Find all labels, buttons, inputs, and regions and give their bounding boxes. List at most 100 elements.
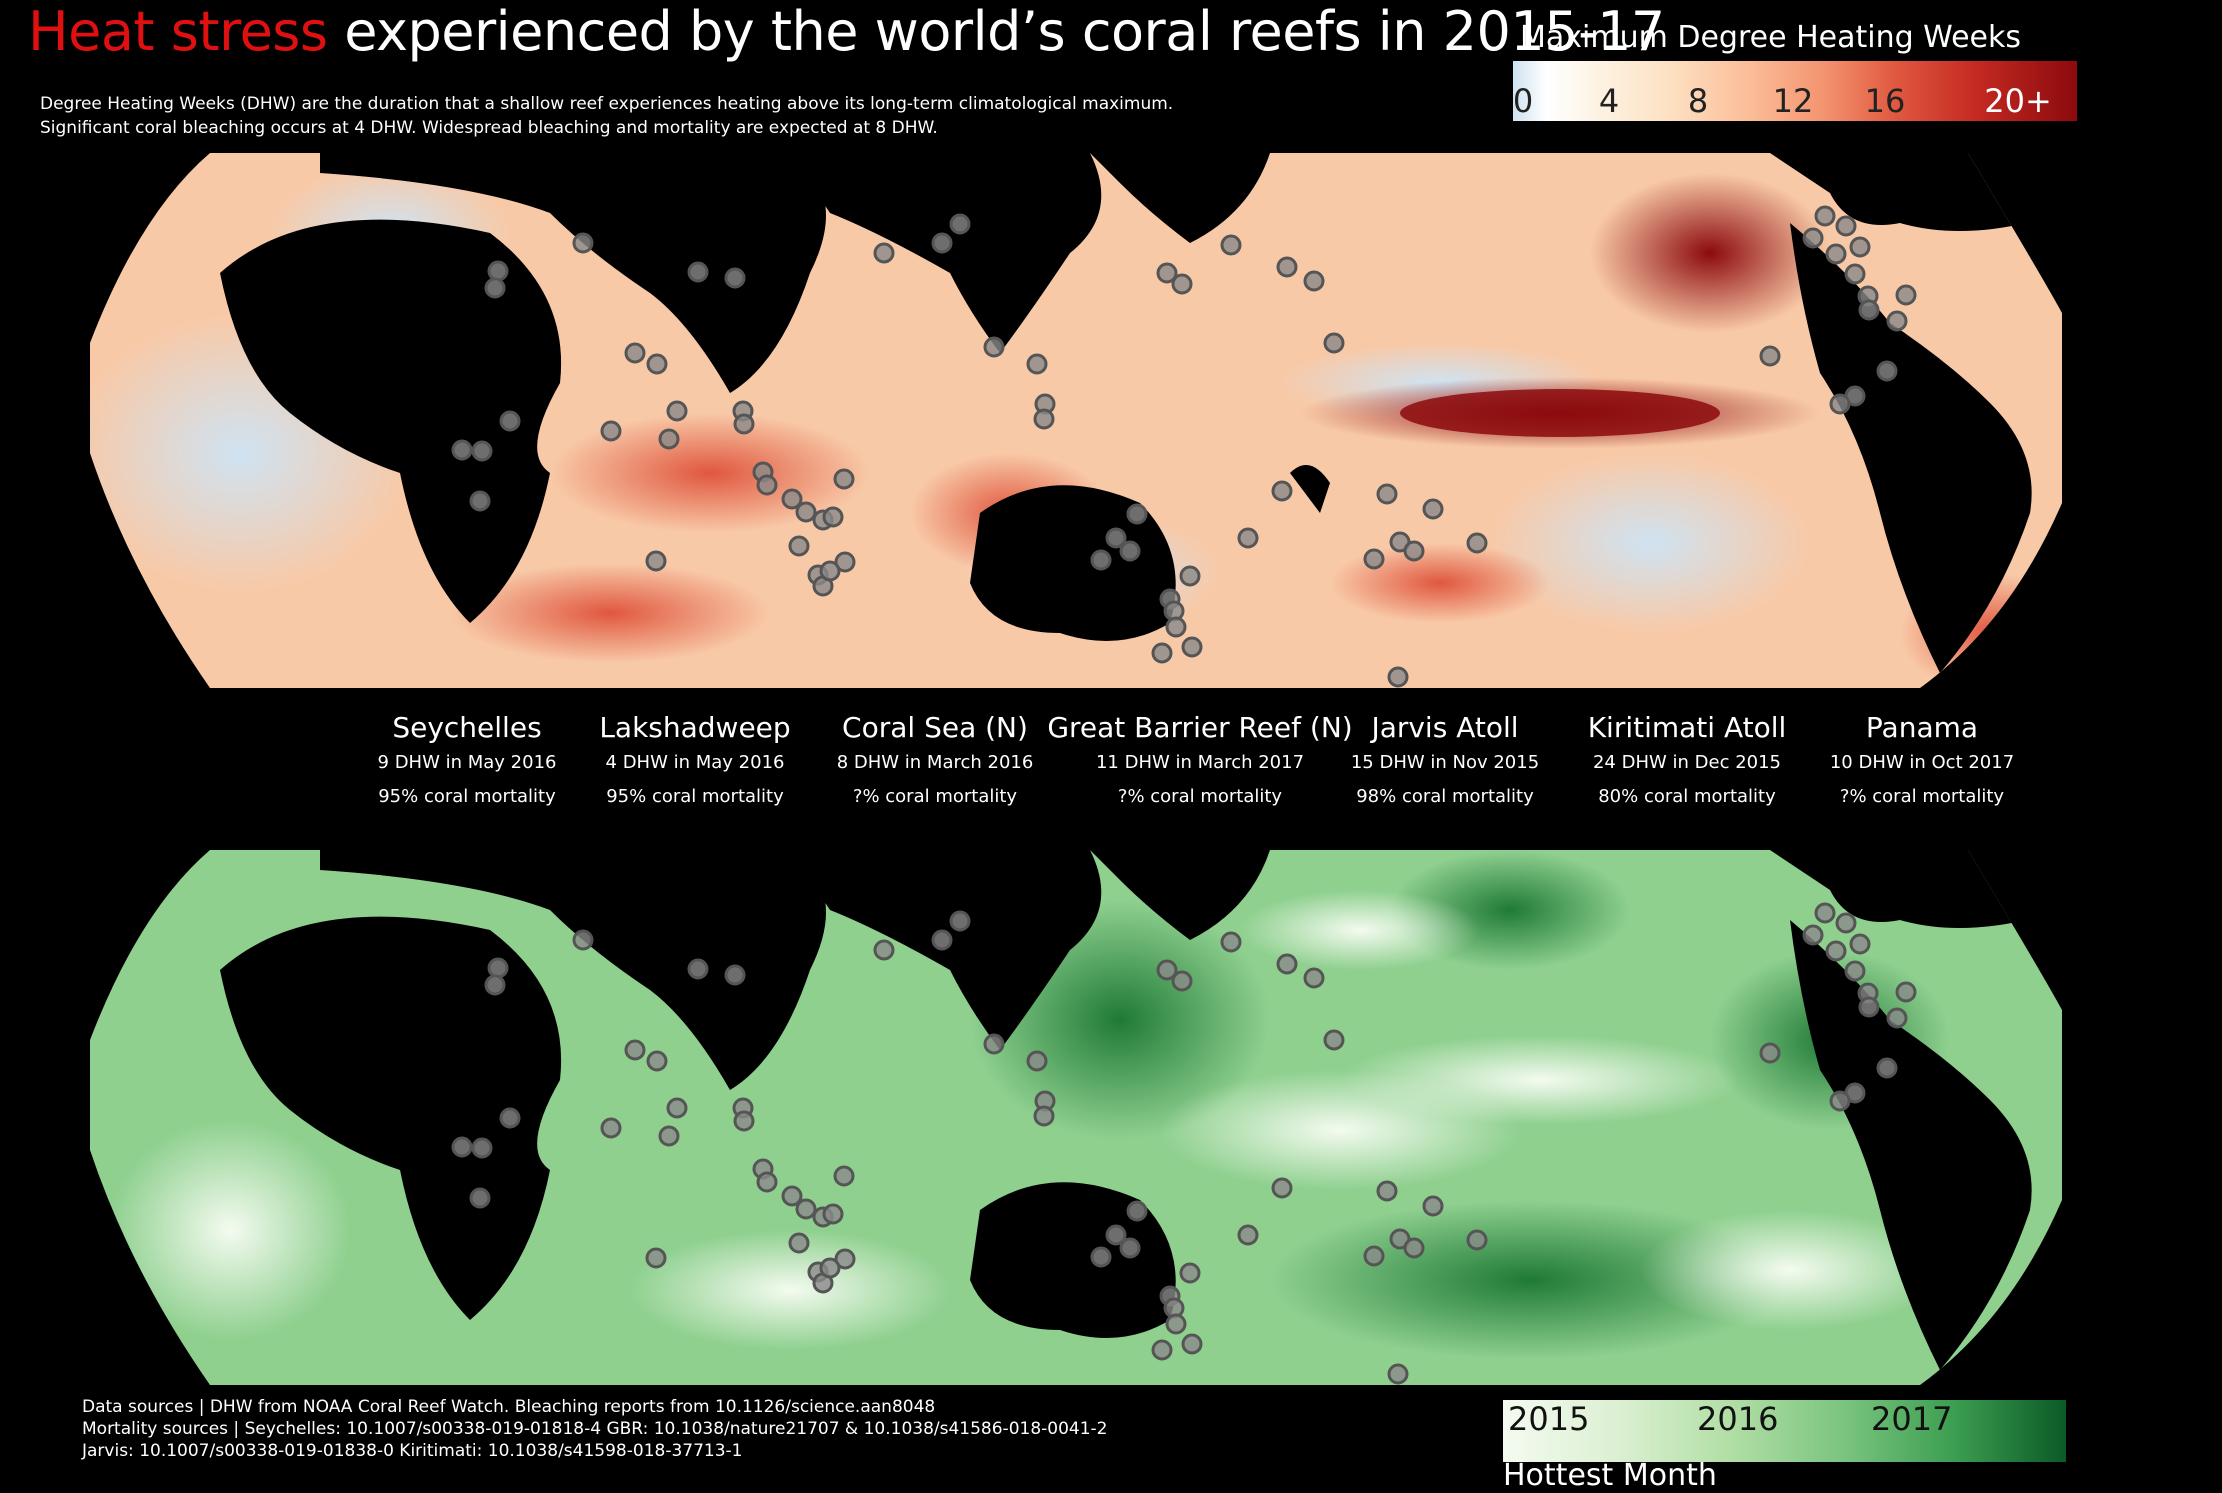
reef-site-marker <box>1165 616 1187 638</box>
reef-site-marker <box>1363 548 1385 570</box>
reef-markers-heat <box>451 205 1917 688</box>
footer-data-sources: Data sources | DHW from NOAA Coral Reef … <box>82 1397 936 1417</box>
reef-site-marker <box>1886 310 1908 332</box>
site-name: Jarvis Atoll <box>1371 711 1519 744</box>
reef-site-marker <box>1814 902 1836 924</box>
site-dhw: 10 DHW in Oct 2017 <box>1829 752 2015 773</box>
hottest-month-ocean <box>90 850 2062 1385</box>
reef-site-marker <box>1814 205 1836 227</box>
reef-site-marker <box>1220 931 1242 953</box>
reef-site-marker <box>1466 1229 1488 1251</box>
reef-site-marker <box>1271 480 1293 502</box>
reef-site-marker <box>658 428 680 450</box>
reef-site-marker <box>1759 1042 1781 1064</box>
reef-site-marker <box>833 468 855 490</box>
site-jarvis-atoll: Jarvis Atoll 15 DHW in Nov 2015 98% cora… <box>1351 710 1539 814</box>
reef-site-marker <box>1849 236 1871 258</box>
site-mortality: 95% coral mortality <box>606 786 784 807</box>
reef-site-marker <box>1387 1363 1409 1385</box>
dhw-color-bar <box>1513 61 2077 121</box>
reef-site-marker <box>983 1033 1005 1055</box>
hottest-month-map <box>90 850 2062 1385</box>
reef-site-marker <box>1323 332 1345 354</box>
footer-sources: Data sources | DHW from NOAA Coral Reef … <box>82 1396 1108 1462</box>
reef-site-marker <box>1151 1339 1173 1361</box>
reef-site-marker <box>1849 933 1871 955</box>
reef-site-marker <box>1895 981 1917 1003</box>
reef-site-marker <box>1119 540 1141 562</box>
reef-site-marker <box>1829 393 1851 415</box>
site-mortality: ?% coral mortality <box>1117 786 1283 807</box>
reef-site-marker <box>1825 940 1847 962</box>
reef-site-marker <box>469 1187 491 1209</box>
reef-site-marker <box>1171 273 1193 295</box>
dhw-tick-0: 0 <box>1512 82 1534 120</box>
page-title: Heat stress experienced by the world’s c… <box>28 0 1665 63</box>
site-name: Kiritimati Atoll <box>1587 711 1787 744</box>
reef-site-marker <box>1026 1050 1048 1072</box>
site-mortality: 98% coral mortality <box>1356 786 1534 807</box>
reef-site-marker <box>471 440 493 462</box>
reef-site-marker <box>788 535 810 557</box>
month-color-bar <box>1503 1400 2066 1462</box>
reef-site-marker <box>1126 503 1148 525</box>
reef-site-marker <box>666 400 688 422</box>
reef-site-marker <box>756 474 778 496</box>
reef-site-marker <box>1802 924 1824 946</box>
site-name: Great Barrier Reef (N) <box>1047 711 1353 744</box>
reef-site-marker <box>487 260 509 282</box>
reef-site-marker <box>1363 1245 1385 1267</box>
reef-site-marker <box>646 353 668 375</box>
reef-site-marker <box>822 506 844 528</box>
reef-site-marker <box>1276 953 1298 975</box>
reef-site-marker <box>949 910 971 932</box>
reef-site-marker <box>819 560 841 582</box>
site-mortality: 95% coral mortality <box>378 786 556 807</box>
reef-site-marker <box>1844 960 1866 982</box>
dhw-tick-16: 16 <box>1864 82 1906 120</box>
site-dhw: 11 DHW in March 2017 <box>1095 752 1305 773</box>
reef-site-marker <box>1303 270 1325 292</box>
site-dhw: 4 DHW in May 2016 <box>605 752 785 773</box>
reef-site-marker <box>484 974 506 996</box>
reef-site-marker <box>949 213 971 235</box>
reef-site-marker <box>1237 527 1259 549</box>
reef-site-marker <box>1403 1237 1425 1259</box>
reef-site-marker <box>1119 1237 1141 1259</box>
heat-stress-ocean <box>90 153 2062 688</box>
reef-site-marker <box>756 1171 778 1193</box>
reef-site-marker <box>819 1257 841 1279</box>
reef-site-marker <box>1181 1333 1203 1355</box>
reef-site-marker <box>624 342 646 364</box>
reef-site-marker <box>1165 1313 1187 1335</box>
reef-site-marker <box>1156 262 1178 284</box>
reef-site-marker <box>733 413 755 435</box>
reef-site-marker <box>1303 967 1325 989</box>
reef-site-marker <box>1033 1105 1055 1127</box>
reef-site-marker <box>487 957 509 979</box>
reef-site-marker <box>788 1232 810 1254</box>
reef-site-marker <box>1105 527 1127 549</box>
reef-site-marker <box>658 1125 680 1147</box>
reef-site-marker <box>469 490 491 512</box>
reef-site-marker <box>451 439 473 461</box>
reef-site-marker <box>600 420 622 442</box>
dhw-tick-4: 4 <box>1598 82 1620 120</box>
reef-site-marker <box>833 1165 855 1187</box>
reef-site-marker <box>687 958 709 980</box>
reef-site-marker <box>1220 234 1242 256</box>
reef-site-marker <box>1835 215 1857 237</box>
dhw-tick-8: 8 <box>1687 82 1709 120</box>
reef-site-marker <box>795 501 817 523</box>
reef-site-marker <box>724 964 746 986</box>
reef-site-marker <box>983 336 1005 358</box>
reef-site-marker <box>1271 1177 1293 1199</box>
reef-site-marker <box>931 232 953 254</box>
reef-site-marker <box>1844 263 1866 285</box>
dhw-tick-20: 20+ <box>1984 82 2052 120</box>
reef-site-marker <box>1181 636 1203 658</box>
dhw-legend-title: Maximum Degree Heating Weeks <box>1520 20 2021 55</box>
reef-site-marker <box>1171 970 1193 992</box>
site-dhw: 8 DHW in March 2016 <box>836 752 1034 773</box>
reef-site-marker <box>1026 353 1048 375</box>
